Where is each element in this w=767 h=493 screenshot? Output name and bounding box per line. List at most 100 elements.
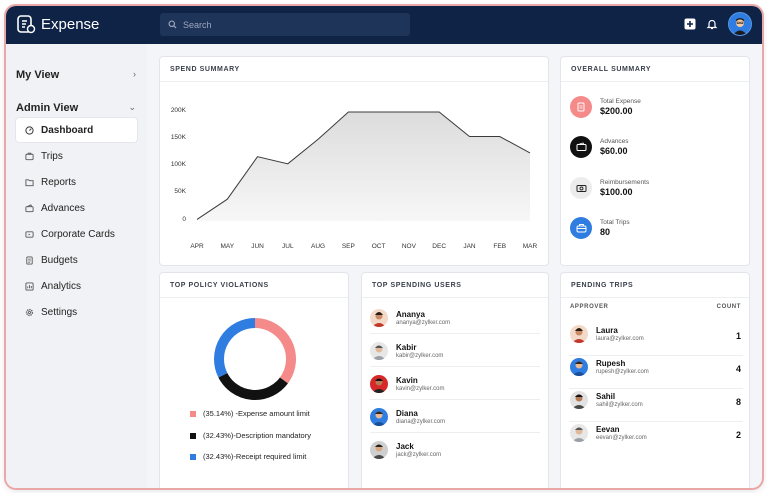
- top-bar: Expense: [6, 6, 762, 44]
- list-item[interactable]: Kabir kabir@zylker.com: [370, 342, 535, 360]
- summary-total-expense[interactable]: Total Expense $200.00: [570, 96, 641, 118]
- avatar: [370, 408, 388, 426]
- user-email: jack@zylker.com: [396, 452, 442, 458]
- sidebar-item-dashboard[interactable]: Dashboard: [16, 118, 137, 142]
- search-box[interactable]: [160, 13, 410, 36]
- summary-label: Advances: [600, 138, 629, 145]
- user-name: Kavin: [396, 376, 418, 385]
- search-input[interactable]: [183, 19, 383, 30]
- y-tick: 150K: [170, 134, 186, 141]
- summary-value: 80: [600, 227, 611, 237]
- notifications-button[interactable]: [706, 18, 718, 30]
- series-line: [196, 111, 531, 220]
- avatar: [570, 424, 588, 442]
- summary-total-trips[interactable]: Total Trips 80: [570, 217, 630, 239]
- summary-label: Total Expense: [600, 98, 641, 105]
- user-name: Jack: [396, 442, 414, 451]
- approver-name: Eevan: [596, 425, 620, 434]
- x-tick: SEP: [341, 243, 355, 250]
- user-avatar[interactable]: [728, 12, 752, 36]
- violations-donut-chart: [214, 318, 296, 400]
- x-tick: NOV: [401, 243, 416, 250]
- sidebar-item-budgets[interactable]: Budgets: [16, 248, 137, 272]
- sidebar-item-label: Trips: [41, 150, 63, 162]
- advances-icon: [25, 203, 34, 212]
- reports-icon: [25, 178, 34, 186]
- x-tick: JAN: [463, 243, 476, 250]
- luggage-icon: [570, 217, 592, 239]
- divider: [569, 421, 743, 422]
- table-row[interactable]: Rupesh rupesh@zylker.com: [570, 358, 740, 376]
- list-item[interactable]: Jack jack@zylker.com: [370, 441, 535, 459]
- list-item[interactable]: Diana diana@zylker.com: [370, 408, 535, 426]
- legend-swatch: [190, 410, 196, 417]
- legend-label: (35.14%) -Expense amount limit: [203, 409, 310, 418]
- my-view-label: My View: [16, 69, 60, 81]
- approver-name: Rupesh: [596, 359, 626, 368]
- pending-trips-card: PENDING TRIPS APPROVER COUNT Laura laura@…: [560, 272, 750, 488]
- trip-count: 4: [735, 364, 741, 374]
- x-tick: JUL: [282, 243, 294, 250]
- my-view-toggle[interactable]: My View ›: [16, 69, 136, 81]
- avatar: [370, 309, 388, 327]
- legend-label: (32.43%)-Receipt required limit: [203, 452, 307, 461]
- trip-count: 2: [735, 430, 741, 440]
- sidebar-item-settings[interactable]: Settings: [16, 300, 137, 324]
- legend-item: (35.14%) -Expense amount limit: [190, 409, 310, 418]
- summary-label: Total Trips: [600, 219, 630, 226]
- app-logo[interactable]: Expense: [16, 14, 99, 34]
- list-item[interactable]: Kavin kavin@zylker.com: [370, 375, 535, 393]
- summary-advances[interactable]: Advances $60.00: [570, 136, 629, 158]
- trip-count: 8: [735, 397, 741, 407]
- donut-slice[interactable]: [218, 372, 288, 400]
- x-tick: MAY: [220, 243, 235, 250]
- card-title: SPEND SUMMARY: [170, 66, 240, 73]
- table-row[interactable]: Eevan eevan@zylker.com: [570, 424, 740, 442]
- summary-label: Reimbursements: [600, 179, 650, 186]
- admin-view-label: Admin View: [16, 102, 79, 114]
- legend-label: (32.43%)-Description mandatory: [203, 431, 311, 440]
- app-window: Expense: [6, 6, 762, 488]
- list-item[interactable]: Ananya ananya@zylker.com: [370, 309, 535, 327]
- avatar: [570, 358, 588, 376]
- spend-area-chart: [196, 111, 531, 221]
- sidebar-item-reports[interactable]: Reports: [16, 170, 137, 194]
- approver-email: laura@zylker.com: [596, 336, 644, 342]
- summary-reimbursements[interactable]: Reimbursements $100.00: [570, 177, 649, 199]
- divider: [160, 297, 348, 298]
- donut-slice[interactable]: [214, 318, 256, 378]
- card-title: TOP SPENDING USERS: [372, 282, 462, 289]
- trip-count: 1: [735, 331, 741, 341]
- admin-view-toggle[interactable]: Admin View ⌄: [16, 102, 136, 114]
- add-button[interactable]: [684, 18, 696, 30]
- sidebar-item-label: Analytics: [41, 280, 82, 292]
- sidebar-item-label: Budgets: [41, 254, 78, 266]
- search-icon: [168, 20, 177, 29]
- settings-icon: [25, 308, 34, 316]
- summary-value: $100.00: [600, 187, 633, 197]
- divider: [370, 333, 540, 334]
- sidebar-item-analytics[interactable]: Analytics: [16, 274, 137, 298]
- sidebar-item-advances[interactable]: Advances: [16, 196, 137, 220]
- overall-summary-card: OVERALL SUMMARY Total Expense $200.00 Adv…: [560, 56, 750, 266]
- x-tick: JUN: [251, 243, 264, 250]
- approver-name: Sahil: [596, 392, 616, 401]
- table-row[interactable]: Sahil sahil@zylker.com: [570, 391, 740, 409]
- area-fill: [197, 112, 530, 221]
- divider: [569, 388, 743, 389]
- sidebar-item-corporate-cards[interactable]: Corporate Cards: [16, 222, 137, 246]
- spend-summary-card: SPEND SUMMARY 200K 150K 100K 50K 0 APR MA…: [159, 56, 549, 266]
- approver-email: rupesh@zylker.com: [596, 369, 649, 375]
- table-row[interactable]: Laura laura@zylker.com: [570, 325, 740, 343]
- divider: [561, 297, 749, 298]
- x-tick: APR: [190, 243, 204, 250]
- avatar: [370, 342, 388, 360]
- donut-slice[interactable]: [254, 318, 296, 384]
- cash-icon: [570, 177, 592, 199]
- sidebar-item-trips[interactable]: Trips: [16, 144, 137, 168]
- legend-swatch: [190, 432, 196, 439]
- y-tick: 50K: [174, 188, 186, 195]
- x-tick: OCT: [371, 243, 386, 250]
- analytics-icon: [25, 281, 34, 291]
- divider: [561, 81, 749, 82]
